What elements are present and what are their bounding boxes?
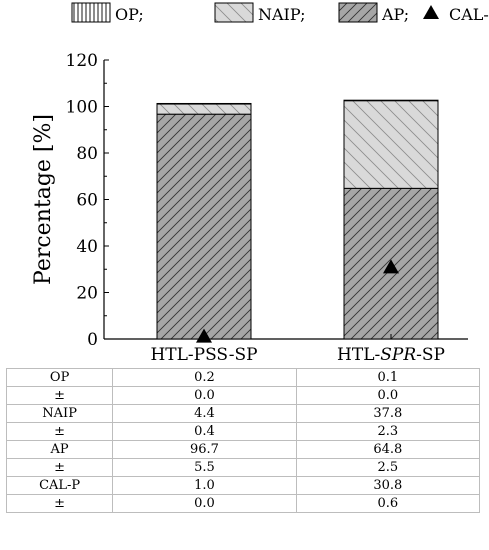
x-tick-label: HTL-SPR-SP — [337, 345, 445, 365]
table-cell: 2.5 — [295, 458, 481, 477]
legend-triangle-icon — [423, 5, 439, 19]
table-row: ±0.4 2.3 — [5, 422, 481, 441]
axes: 0 20 40 60 80 100 120 Percentage [%] — [31, 51, 468, 350]
y-tick-label: 80 — [76, 144, 98, 164]
data-table: OP 0.2 0.1 ±0.0 0.0 NAIP 4.4 37.8 ±0.4 2.3 AP 96.7 6… — [5, 368, 481, 513]
table-cell: 30.8 — [295, 476, 481, 495]
table-cell: 2.3 — [295, 422, 481, 441]
bar-segment-op — [156, 102, 252, 105]
x-tick-label: HTL-PSS-SP — [150, 345, 257, 365]
cal-p-marker — [196, 328, 212, 343]
table-cell: 96.7 — [112, 440, 297, 459]
table-row: ±0.0 0.0 — [5, 386, 481, 405]
table-cell: AP — [5, 440, 114, 459]
y-tick-label: 60 — [76, 191, 98, 211]
table-cell: CAL-P — [5, 476, 114, 495]
table-cell: 0.0 — [295, 386, 481, 405]
legend-item: NAIP; — [214, 2, 305, 24]
bar-segment-op — [343, 99, 439, 102]
bar-segment-ap — [156, 113, 252, 340]
table-cell: ± — [5, 458, 114, 477]
table-cell: 64.8 — [295, 440, 481, 459]
table-cell: 1.0 — [112, 476, 297, 495]
legend-label: AP; — [381, 5, 409, 24]
table-row: OP 0.2 0.1 — [5, 368, 481, 387]
table-row: ±0.0 0.6 — [5, 494, 481, 513]
legend-swatch — [338, 2, 378, 23]
stacked-bar-chart: OP; NAIP; AP; CAL-P; 0 20 40 60 80 100 120 Percent… — [31, 2, 489, 365]
legend-item: CAL-P; — [423, 5, 489, 24]
table-row: ±5.5 2.5 — [5, 458, 481, 477]
legend-label: NAIP; — [258, 5, 305, 24]
table-cell: 0.4 — [112, 422, 297, 441]
table-cell: ± — [5, 494, 114, 513]
legend-label: CAL-P; — [449, 5, 489, 24]
table-cell: 0.1 — [295, 368, 481, 387]
legend-swatch — [71, 2, 111, 23]
table-cell: OP — [5, 368, 114, 387]
bar-segment-naip — [343, 99, 439, 189]
bars: HTL-PSS-SP HTL-SPR-SP — [150, 99, 445, 365]
legend-item: AP; — [338, 2, 409, 24]
table-row: CAL-P 1.0 30.8 — [5, 476, 481, 495]
table-row: NAIP 4.4 37.8 — [5, 404, 481, 423]
legend-item: OP; — [71, 2, 144, 24]
y-tick-label: 120 — [66, 51, 98, 71]
legend: OP; NAIP; AP; CAL-P; — [71, 2, 489, 24]
table-cell: 0.2 — [112, 368, 297, 387]
y-tick-label: 20 — [76, 284, 98, 304]
y-tick-label: 0 — [87, 330, 98, 350]
bar-segment-naip — [156, 103, 252, 115]
legend-swatch — [214, 2, 254, 23]
table-cell: NAIP — [5, 404, 114, 423]
markers — [196, 259, 399, 343]
table-cell: 4.4 — [112, 404, 297, 423]
table-cell: 0.0 — [112, 494, 297, 513]
table-cell: 37.8 — [295, 404, 481, 423]
table-row: AP 96.7 64.8 — [5, 440, 481, 459]
table-cell: ± — [5, 422, 114, 441]
y-tick-label: 40 — [76, 237, 98, 257]
table-cell: 0.0 — [112, 386, 297, 405]
legend-label: OP; — [115, 5, 144, 24]
cal-p-marker — [383, 259, 399, 274]
y-axis-label: Percentage [%] — [31, 114, 56, 285]
table-cell: 0.6 — [295, 494, 481, 513]
y-tick-label: 100 — [66, 98, 98, 118]
table-cell: ± — [5, 386, 114, 405]
table-cell: 5.5 — [112, 458, 297, 477]
